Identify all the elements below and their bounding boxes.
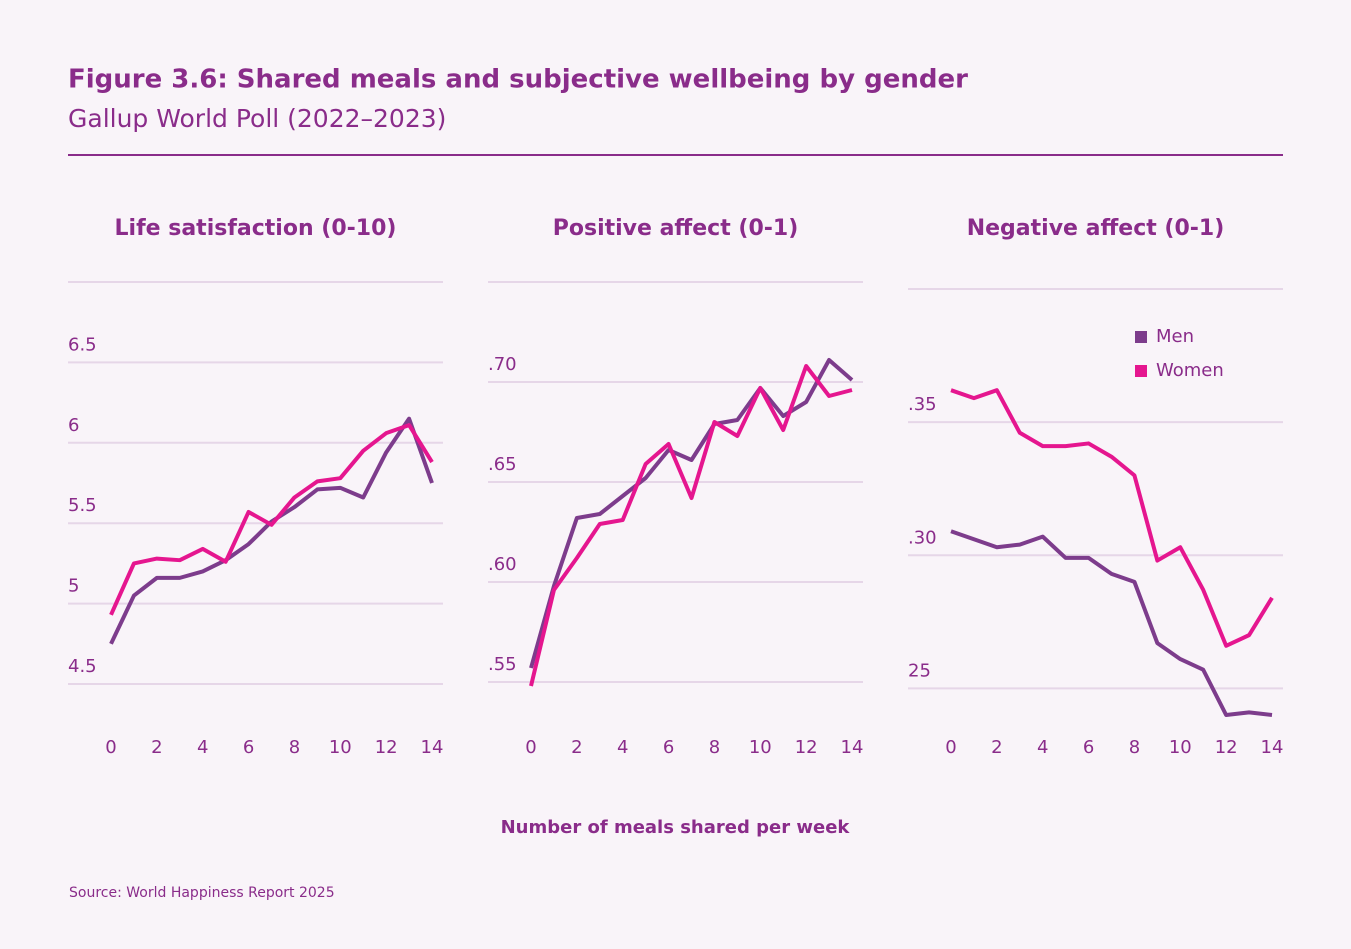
figure-title: Figure 3.6: Shared meals and subjective … — [68, 65, 968, 95]
y-tick-label: .60 — [488, 554, 517, 575]
y-tick-label: .30 — [908, 527, 937, 548]
series-line — [109, 416, 434, 645]
series-line — [950, 388, 1274, 648]
y-tick-label: 5.5 — [68, 495, 97, 516]
x-tick-label: 4 — [617, 737, 628, 758]
panel-title: Life satisfaction (0-10) — [115, 216, 397, 241]
panel-title: Negative affect (0-1) — [967, 216, 1225, 241]
x-tick-label: 12 — [1215, 737, 1238, 758]
y-tick-label: .35 — [908, 394, 937, 415]
x-tick-label: 2 — [571, 737, 582, 758]
panel-title: Positive affect (0-1) — [553, 216, 799, 241]
x-tick-label: 14 — [1261, 737, 1284, 758]
x-tick-label: 6 — [663, 737, 674, 758]
y-tick-label: 5 — [68, 576, 79, 597]
x-tick-label: 12 — [375, 737, 398, 758]
series-line — [529, 364, 853, 687]
series-line — [529, 358, 854, 669]
x-tick-label: 2 — [151, 737, 162, 758]
legend-swatch — [1135, 365, 1147, 377]
y-tick-label: 6 — [68, 415, 79, 436]
y-tick-label: .55 — [488, 654, 517, 675]
x-tick-label: 8 — [289, 737, 300, 758]
source: Source: World Happiness Report 2025 — [69, 885, 335, 901]
x-tick-label: 2 — [991, 737, 1002, 758]
x-tick-label: 0 — [525, 737, 536, 758]
y-tick-label: 25 — [908, 660, 931, 681]
series-line — [950, 529, 1273, 717]
x-tick-label: 10 — [1169, 737, 1192, 758]
x-tick-label: 10 — [749, 737, 772, 758]
y-tick-label: .65 — [488, 454, 517, 475]
x-tick-label: 14 — [421, 737, 444, 758]
x-tick-label: 12 — [795, 737, 818, 758]
x-tick-label: 0 — [105, 737, 116, 758]
legend-label: Women — [1156, 360, 1224, 381]
x-tick-label: 4 — [197, 737, 208, 758]
x-tick-label: 8 — [1129, 737, 1140, 758]
series-line — [109, 423, 434, 616]
x-tick-label: 10 — [329, 737, 352, 758]
x-tick-label: 14 — [841, 737, 864, 758]
x-tick-label: 6 — [243, 737, 254, 758]
y-tick-label: 6.5 — [68, 334, 97, 355]
legend-label: Men — [1156, 326, 1194, 347]
x-tick-label: 0 — [945, 737, 956, 758]
y-tick-label: .70 — [488, 354, 517, 375]
figure-subtitle: Gallup World Poll (2022–2023) — [68, 104, 446, 133]
x-tick-label: 8 — [709, 737, 720, 758]
legend-swatch — [1135, 331, 1147, 343]
x-axis-label: Number of meals shared per week — [501, 817, 851, 838]
y-tick-label: 4.5 — [68, 656, 97, 677]
x-tick-label: 6 — [1083, 737, 1094, 758]
x-tick-label: 4 — [1037, 737, 1048, 758]
